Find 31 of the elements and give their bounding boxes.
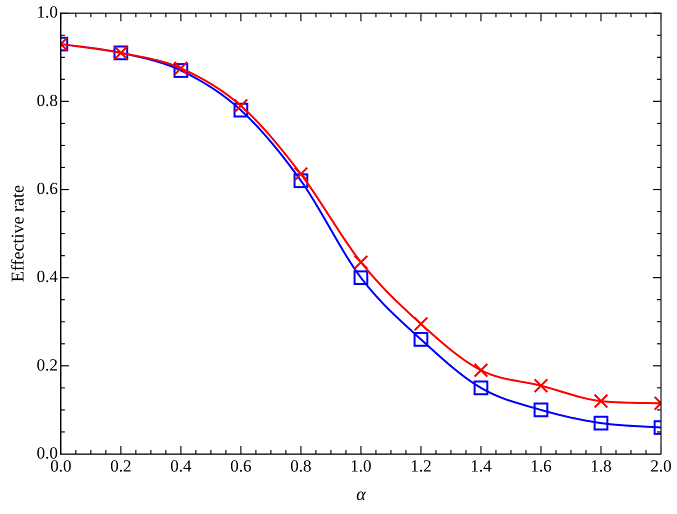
point [354,254,368,270]
x-tick-label: 1.8 [590,456,612,476]
x-tick-label: 0.2 [110,456,132,476]
point [294,166,308,182]
x-tick-label: 0.8 [290,456,312,476]
x-tick-label: 1.6 [530,456,552,476]
x-tick-label: 1.2 [410,456,432,476]
point [534,402,548,418]
point [474,380,488,396]
point [474,362,488,378]
x-tick-label: 1.0 [350,456,372,476]
point [354,270,368,286]
y-tick-label: 0.4 [36,267,58,286]
point [594,394,608,408]
x-tick-label: 2.0 [650,456,672,476]
point [234,102,248,118]
point [234,98,248,114]
y-tick-label: 0.2 [36,355,58,374]
point [294,173,308,188]
x-tick-label: 0.6 [230,456,252,476]
x-tick-label: 0.4 [170,456,192,476]
x-axis-title: α [356,484,366,504]
point [534,378,548,394]
y-axis-title: Effective rate [8,185,28,282]
y-tick-label: 1.0 [36,2,58,22]
point [414,316,428,332]
y-tick-label: 0.6 [36,178,58,198]
point [594,416,608,431]
point [414,332,428,347]
x-tick-label: 1.4 [470,456,492,476]
y-tick-label: 0.8 [36,90,58,110]
